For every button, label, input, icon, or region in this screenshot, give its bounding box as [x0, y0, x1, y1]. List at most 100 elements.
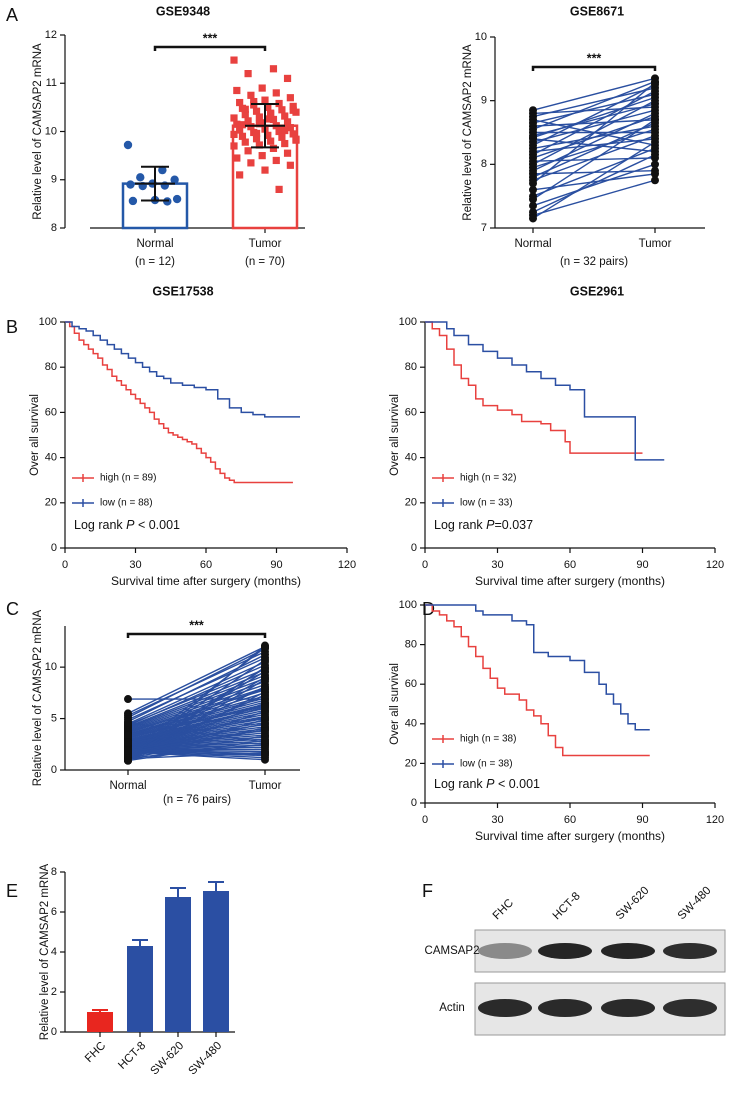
- pair-line: [127, 687, 266, 733]
- pair-line: [127, 648, 266, 719]
- x-tick-label: 30: [491, 559, 503, 571]
- data-point: [124, 718, 132, 727]
- pair-line: [532, 141, 656, 220]
- data-point: [651, 131, 659, 140]
- data-point: [261, 667, 269, 676]
- pair-line: [532, 122, 656, 178]
- data-point: [261, 684, 269, 693]
- data-point: [283, 118, 292, 126]
- pair-line: [127, 706, 266, 744]
- x-tick-label: 90: [270, 559, 282, 571]
- data-point: [269, 115, 278, 124]
- annotation-part: Log rank: [74, 518, 126, 532]
- y-tick-label: 0: [51, 764, 57, 776]
- data-point: [264, 115, 272, 123]
- x-tick-label: 30: [129, 559, 141, 571]
- x-tick-label: SW-480: [187, 1040, 225, 1078]
- data-point: [261, 736, 269, 745]
- y-tick-label: 8: [51, 866, 57, 878]
- data-point: [651, 150, 659, 159]
- y-tick-label: 40: [405, 452, 417, 464]
- y-tick-label: 10: [45, 125, 57, 137]
- x-tick-label: Normal: [109, 780, 146, 792]
- data-point: [269, 65, 278, 73]
- pair-line: [532, 179, 656, 216]
- y-tick-label: 11: [46, 77, 57, 89]
- survival-curve: [425, 321, 665, 461]
- pair-line: [532, 138, 656, 153]
- data-point: [126, 180, 135, 189]
- category-note: (n = 32 pairs): [560, 256, 628, 268]
- data-point: [247, 91, 255, 99]
- data-point: [261, 713, 269, 722]
- y-tick-label: 40: [405, 718, 417, 730]
- y-tick-label: 0: [411, 542, 417, 554]
- data-point: [258, 84, 266, 92]
- y-tick-label: 9: [51, 174, 57, 186]
- data-point: [244, 117, 252, 125]
- data-point: [236, 98, 244, 107]
- pair-line: [127, 748, 266, 756]
- data-point: [233, 120, 241, 128]
- y-tick-label: 100: [399, 599, 417, 611]
- error-bar: [208, 881, 224, 891]
- row-label: CAMSAP2: [425, 945, 480, 957]
- significance-label: ***: [587, 51, 602, 65]
- y-tick-label: 2: [51, 986, 57, 998]
- data-point: [124, 738, 132, 747]
- y-tick-label: 0: [411, 797, 417, 809]
- pair-line: [127, 670, 266, 756]
- annotation: Log rank P < 0.001: [74, 518, 180, 532]
- pair-line: [127, 677, 266, 730]
- data-point: [651, 96, 659, 105]
- data-point: [244, 70, 252, 78]
- data-point: [529, 179, 537, 188]
- data-point: [651, 109, 659, 118]
- annotation-part: < 0.001: [134, 518, 180, 532]
- annotation-part: Log rank: [434, 518, 486, 532]
- pair-line: [127, 645, 266, 715]
- x-tick-label: HCT-8: [116, 1040, 148, 1072]
- data-point: [283, 74, 292, 83]
- pair-line: [532, 112, 656, 172]
- data-point: [170, 175, 179, 184]
- error-bar: [135, 165, 175, 202]
- data-point: [651, 144, 659, 153]
- pair-line: [532, 87, 656, 118]
- y-tick-label: 80: [405, 639, 417, 651]
- data-point: [255, 120, 263, 128]
- annotation-part: =0.037: [494, 518, 533, 532]
- category-note: (n = 70): [245, 256, 285, 268]
- data-point: [233, 86, 241, 95]
- y-tick-label: 100: [399, 316, 417, 328]
- x-tick-label: 30: [491, 814, 503, 826]
- y-tick-label: 6: [51, 906, 57, 918]
- data-point: [529, 214, 537, 223]
- y-tick-label: 10: [45, 661, 57, 673]
- x-tick-label: 120: [706, 814, 724, 826]
- pair-line: [127, 688, 266, 737]
- data-point: [529, 195, 537, 204]
- y-tick-label: 5: [51, 712, 57, 724]
- pair-line: [532, 147, 656, 197]
- data-point: [651, 115, 659, 124]
- data-point: [286, 161, 294, 169]
- y-tick-label: 40: [45, 452, 57, 464]
- data-point: [158, 165, 167, 175]
- y-tick-label: 60: [45, 406, 57, 418]
- data-point: [252, 107, 261, 115]
- data-point: [136, 173, 145, 182]
- blot-band: [538, 999, 592, 1017]
- data-point: [261, 719, 269, 728]
- y-tick-label: 8: [481, 158, 487, 170]
- chart-title: GSE2961: [570, 284, 624, 298]
- data-point: [651, 87, 659, 96]
- panel-letter: B: [6, 317, 18, 337]
- data-point: [236, 126, 244, 134]
- data-point: [128, 196, 138, 206]
- data-point: [529, 201, 537, 210]
- data-point: [252, 135, 261, 143]
- data-point: [651, 78, 659, 87]
- panel-letter: F: [422, 881, 433, 901]
- data-point: [281, 126, 289, 135]
